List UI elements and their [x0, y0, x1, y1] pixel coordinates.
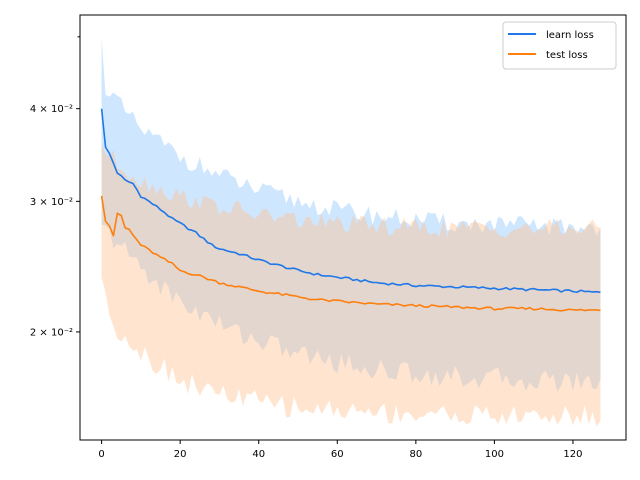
- line-learn-loss: [100, 108, 601, 294]
- band-learn-loss: [101, 37, 601, 392]
- uncertainty-bands: [101, 37, 601, 427]
- legend: learn loss test loss: [502, 21, 617, 70]
- y-tick-label: 2 × 10⁻²: [30, 327, 73, 338]
- legend-label-learn-loss: learn loss: [546, 30, 594, 41]
- x-tick-label: 60: [331, 449, 344, 460]
- x-tick-label: 100: [485, 449, 504, 460]
- series-lines: [100, 108, 601, 312]
- band-test-loss: [101, 143, 601, 427]
- x-tick-label: 20: [174, 449, 187, 460]
- y-tick-label: 4 × 10⁻²: [30, 104, 73, 115]
- x-tick-label: 0: [98, 449, 104, 460]
- x-tick-label: 40: [252, 449, 265, 460]
- x-axis-ticks: 0 20 40 60 80 100 120: [98, 440, 583, 460]
- y-axis-ticks: 2 × 10⁻² 3 × 10⁻² 4 × 10⁻²: [30, 36, 80, 338]
- x-tick-label: 80: [409, 449, 422, 460]
- line-test-loss: [100, 195, 601, 312]
- x-tick-label: 120: [563, 449, 582, 460]
- plot-frame: [79, 14, 627, 441]
- legend-label-test-loss: test loss: [546, 50, 588, 61]
- y-tick-label: 3 × 10⁻²: [30, 197, 73, 208]
